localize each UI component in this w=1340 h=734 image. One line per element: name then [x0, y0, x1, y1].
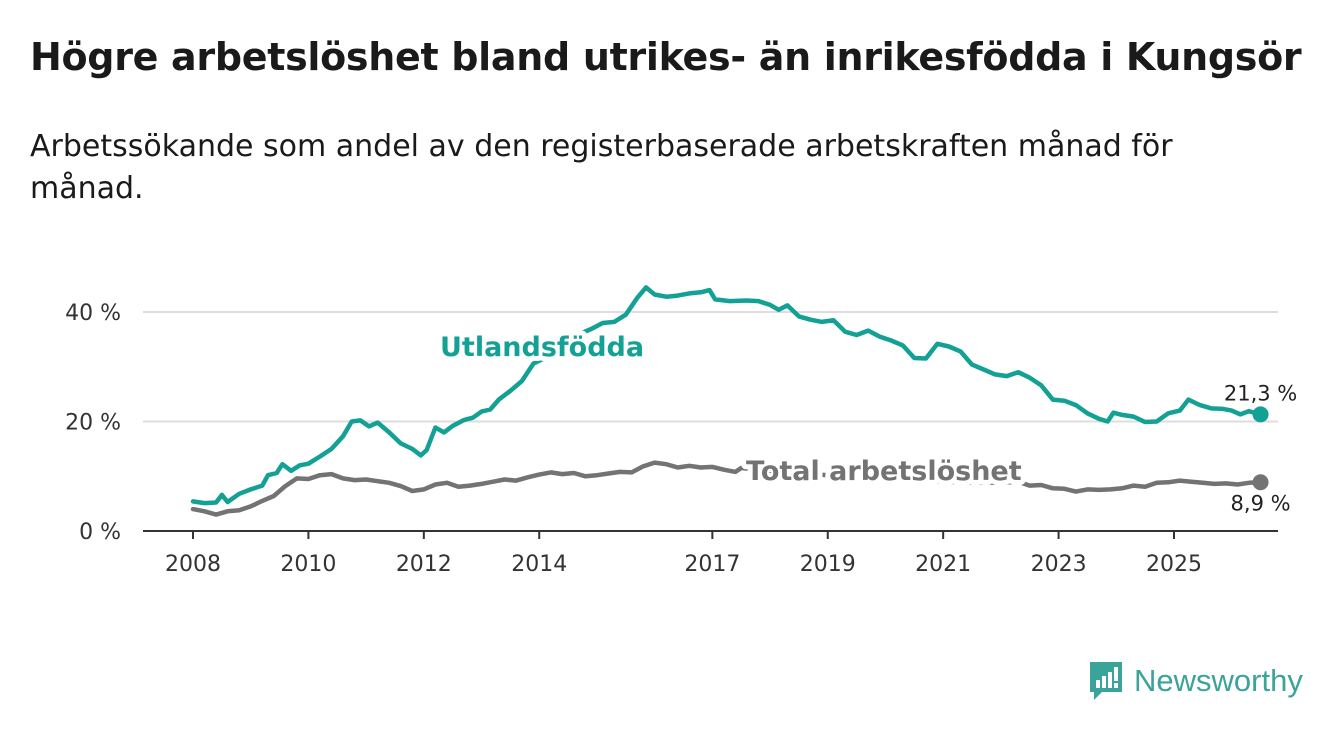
y-tick-label: 40 %	[65, 301, 121, 326]
y-axis-ticks: 0 % 20 % 40 %	[65, 301, 121, 545]
chart-title: Högre arbetslöshet bland utrikes- än inr…	[30, 35, 1302, 79]
end-point-utlandsfodda	[1252, 406, 1269, 423]
brand: Newsworthy	[1088, 660, 1303, 702]
x-tick-label: 2021	[915, 552, 971, 577]
x-tick-label: 2014	[511, 552, 567, 577]
x-tick-label: 2025	[1146, 552, 1202, 577]
series-line-total	[190, 460, 1263, 517]
series-labels: Utlandsfödda Total arbetslöshet 21,3 % 8,9 …	[435, 327, 1300, 518]
x-tick-label: 2010	[280, 552, 336, 577]
brand-name: Newsworthy	[1134, 663, 1303, 698]
x-axis-ticks: 2008 2010 2012 2014 2017 2019 2021 2023 2025	[165, 531, 1202, 577]
y-tick-label: 0 %	[79, 520, 121, 545]
chart-subtitle: Arbetssökande som andel av den registerb…	[30, 129, 1173, 206]
x-tick-label: 2023	[1031, 552, 1087, 577]
series-lines	[190, 285, 1269, 517]
x-tick-label: 2012	[396, 552, 452, 577]
series-label-total: Total arbetslöshet	[746, 456, 1022, 487]
end-value-label-utlandsfodda: 21,3 %	[1224, 381, 1297, 405]
y-tick-label: 20 %	[65, 411, 121, 436]
series-line-utlandsfodda	[190, 285, 1263, 506]
x-tick-label: 2017	[684, 552, 740, 577]
series-label-utlandsfodda: Utlandsfödda	[440, 332, 644, 363]
x-tick-label: 2019	[800, 552, 856, 577]
end-value-label-total: 8,9 %	[1231, 491, 1291, 515]
x-tick-label: 2008	[165, 552, 221, 577]
grid-lines	[143, 311, 1278, 423]
newsworthy-logo-icon	[1090, 662, 1122, 700]
end-point-total	[1252, 474, 1269, 491]
